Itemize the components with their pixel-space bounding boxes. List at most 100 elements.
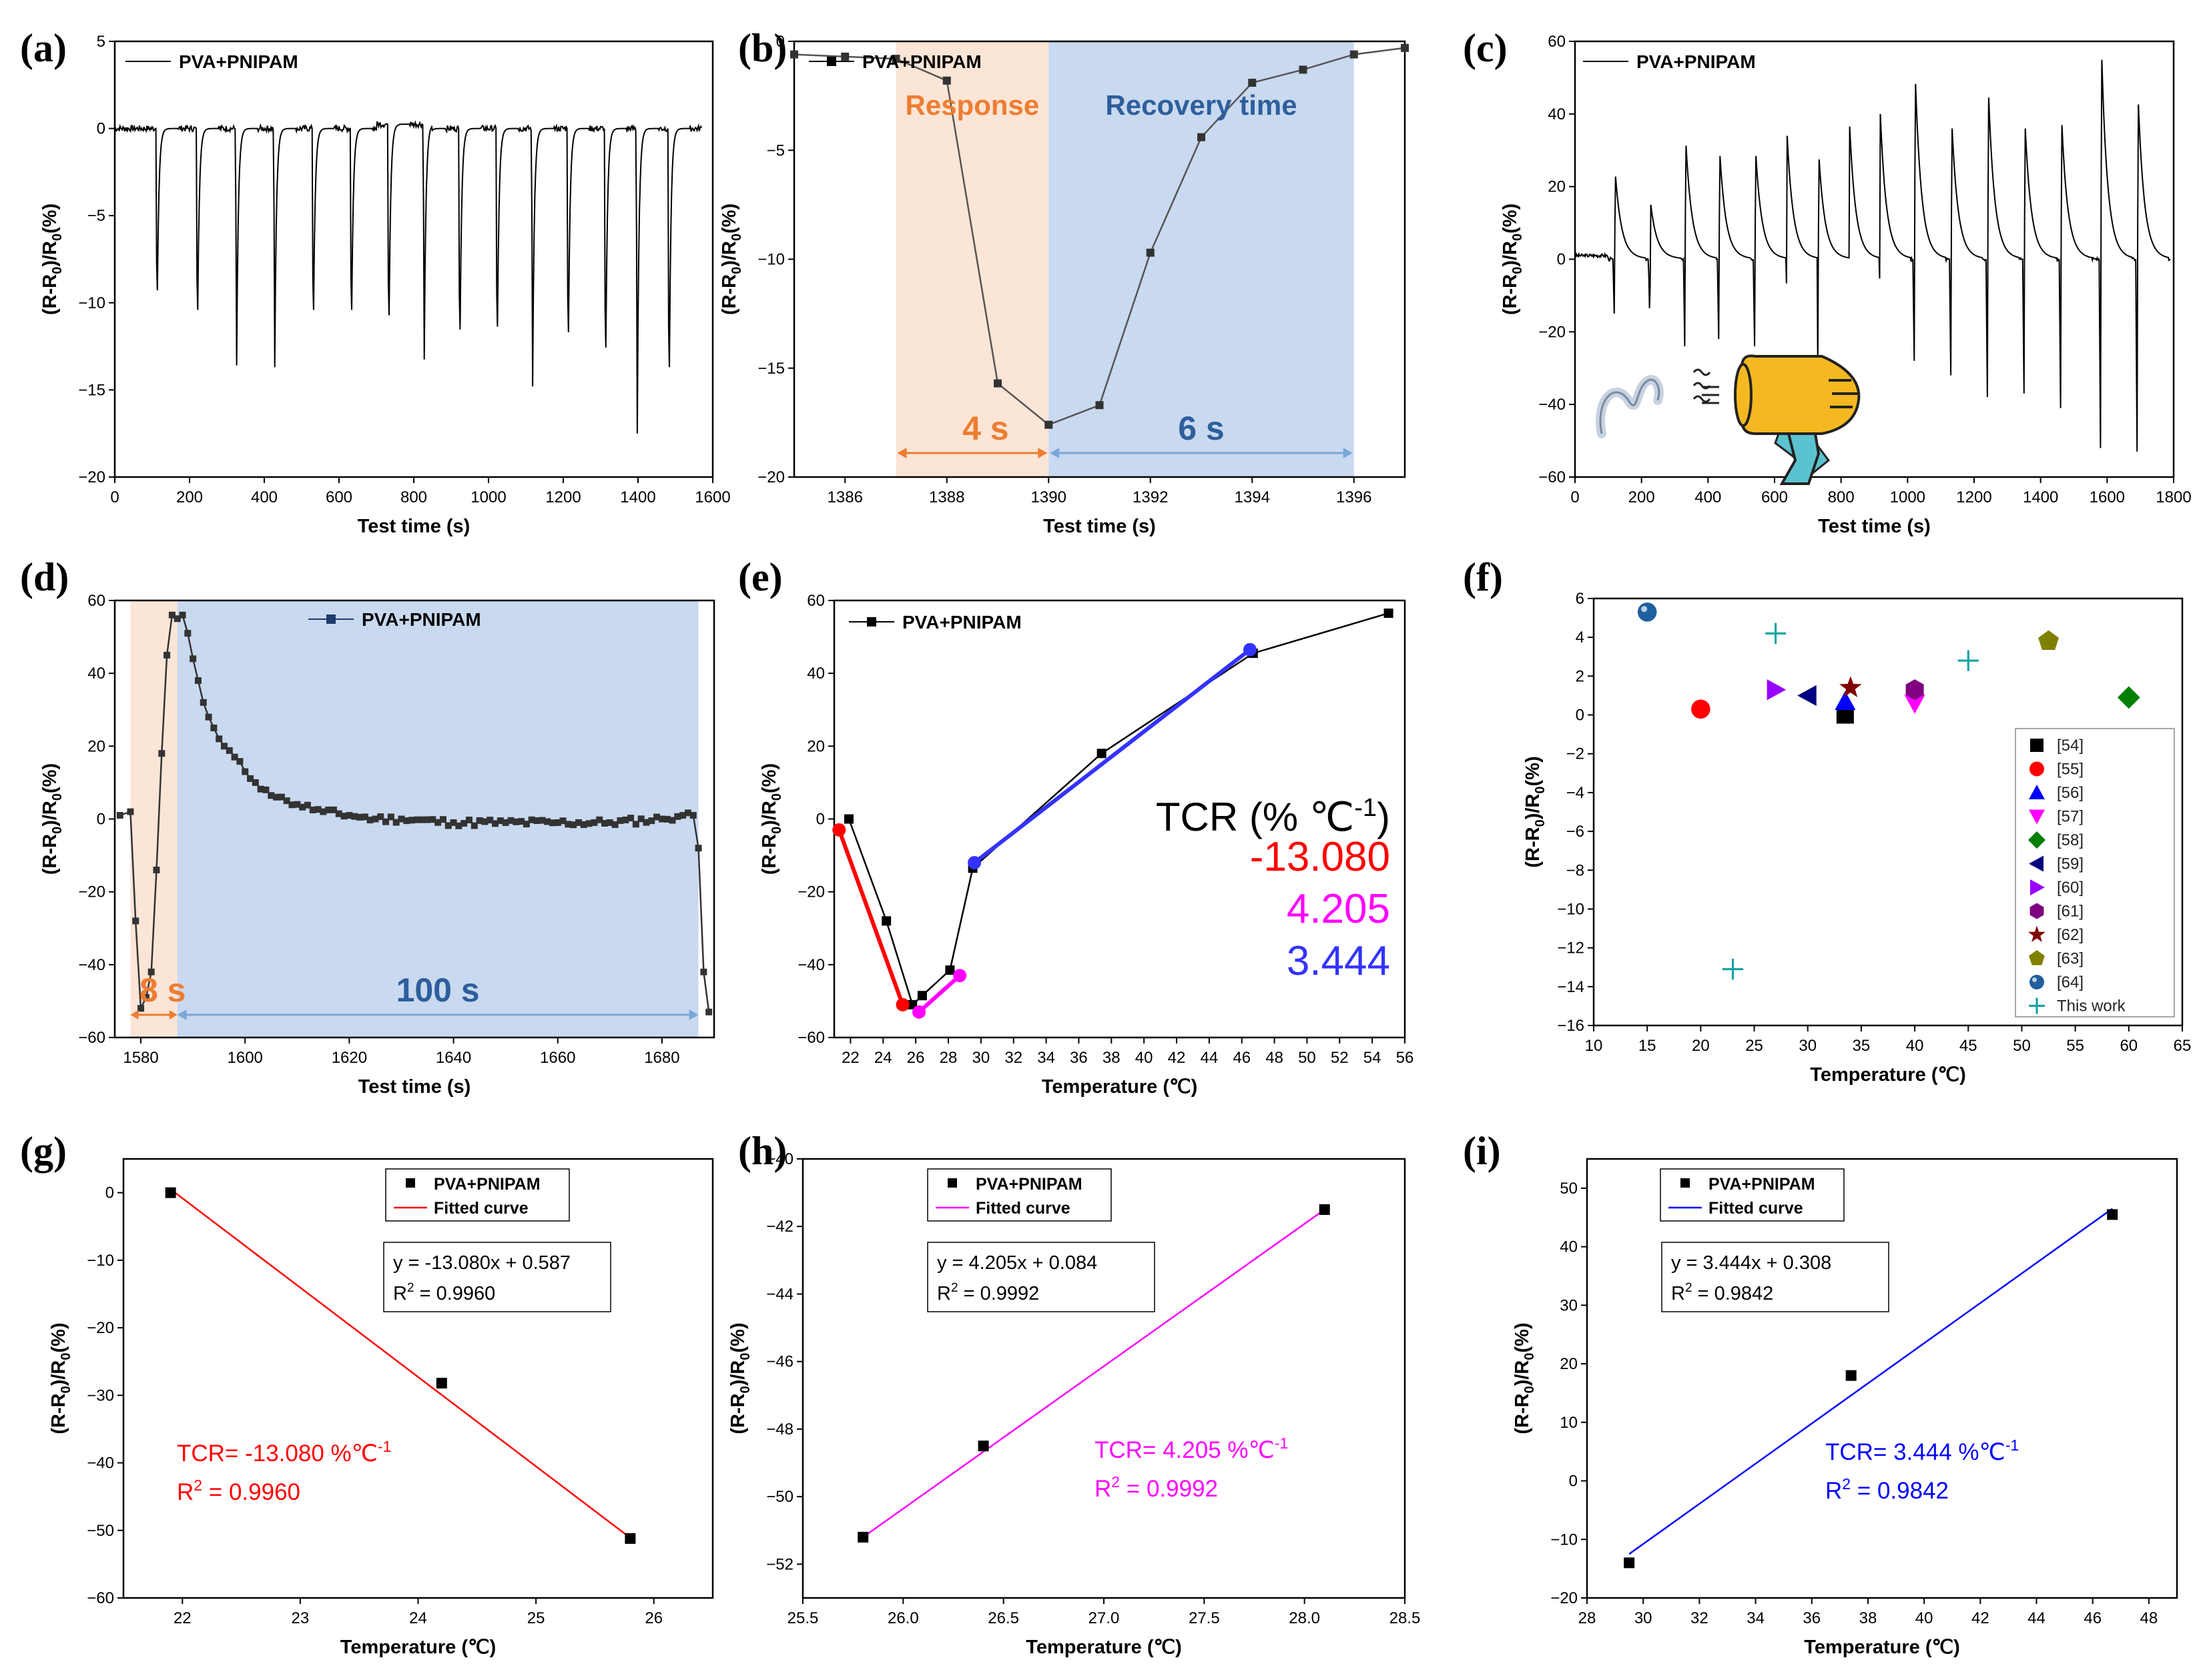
data-point — [1624, 1557, 1635, 1569]
legend-box — [927, 1168, 1112, 1222]
x-tick-label: 800 — [1828, 488, 1855, 506]
y-tick-label: −20 — [1538, 323, 1566, 341]
dryer-vents — [1829, 379, 1857, 408]
x-tick-label: 1392 — [1133, 488, 1168, 506]
marker-plus — [2029, 997, 2045, 1014]
x-tick-label: 46 — [1233, 1049, 1251, 1067]
panel-label: (i) — [1463, 1129, 1501, 1173]
marker-triangle-down — [2029, 809, 2045, 825]
x-tick-label: 400 — [251, 488, 278, 506]
data-point — [632, 821, 639, 828]
panel-e: 22 24 26 28 30 32 34 36 38 40 42 44 46 48 50 52 54 56 −60 −… — [738, 555, 1413, 1098]
data-point — [165, 1187, 176, 1198]
y-label-part: (%) — [759, 763, 780, 793]
plot-frame — [1592, 597, 2184, 1027]
x-tick-label: 1000 — [470, 488, 506, 506]
data-point — [575, 819, 582, 826]
panel-d: 1580 1600 1620 1640 1660 1680 −60 −40 −20 0 20 40 60… — [20, 555, 715, 1098]
panel-a: 0 200 400 600 800 1000 1200 1400 1600 −20 −15 −10 −5… — [20, 26, 731, 537]
data-point — [544, 818, 551, 825]
subscript: 0 — [1533, 819, 1548, 827]
legend-marker — [827, 57, 836, 66]
panel-label: (h) — [738, 1129, 787, 1173]
data-point — [200, 699, 207, 706]
legend-marker — [406, 1178, 415, 1188]
legend-label: Fitted curve — [1708, 1199, 1803, 1218]
y-tick-label: −40 — [766, 1150, 794, 1168]
plot-frame — [802, 1158, 1406, 1599]
y-tick-label: 50 — [1560, 1180, 1578, 1198]
x-tick-label: 48 — [1265, 1049, 1283, 1067]
fit-endpoint — [1243, 643, 1257, 657]
data-point — [643, 819, 650, 826]
y-tick-label: −40 — [78, 956, 105, 974]
legend-marker — [326, 614, 336, 624]
x-tick-label: 20 — [1692, 1037, 1710, 1055]
data-point — [554, 819, 561, 826]
subscript: 0 — [1510, 234, 1525, 241]
y-tick-label: 10 — [1560, 1414, 1578, 1432]
y-axis-label: (R-R0)/R0(%) — [1522, 756, 1548, 867]
y-label-part: (%) — [719, 203, 740, 234]
x-tick-label: 28 — [1578, 1609, 1596, 1627]
data-point — [179, 611, 186, 618]
equation-box — [1661, 1242, 1889, 1312]
x-tick-label: 26 — [907, 1049, 925, 1067]
data-point — [210, 725, 218, 732]
marker-triangle-down — [1904, 695, 1925, 714]
y-tick-label: −15 — [757, 360, 785, 378]
y-tick-label: 0 — [816, 811, 825, 829]
y-tick-label: 2 — [1576, 667, 1584, 685]
y-label-part: )/R — [719, 241, 740, 267]
marker-hexagon — [2029, 903, 2044, 919]
data-point — [674, 813, 681, 820]
panel-label: (g) — [20, 1129, 67, 1173]
x-axis-label: Temperature (℃) — [1042, 1076, 1197, 1098]
fit-endpoint — [912, 1005, 926, 1019]
x-tick-label: 1396 — [1336, 488, 1371, 506]
y-tick-label: −20 — [87, 1319, 114, 1337]
data-point — [497, 817, 504, 825]
data-point — [436, 1378, 447, 1389]
data-point — [304, 801, 311, 809]
data-point — [346, 812, 353, 819]
data-point — [523, 821, 530, 828]
y-label-part: )/R — [759, 801, 780, 827]
data-point — [570, 821, 577, 829]
data-point — [137, 1005, 145, 1012]
fit-equation: y = -13.080x + 0.587 — [393, 1252, 571, 1274]
y-tick-label: −52 — [766, 1555, 794, 1573]
x-tick-label: 65 — [2174, 1037, 2192, 1055]
data-point — [335, 810, 342, 817]
airflow-lines — [1702, 386, 1719, 404]
legend-label: PVA+PNIPAM — [362, 609, 481, 630]
tcr-title: TCR (% ℃-1) — [1156, 794, 1390, 839]
tcr-title-close: ) — [1377, 795, 1390, 839]
x-axis-label: Test time (s) — [1043, 516, 1156, 537]
data-point — [700, 968, 707, 975]
legend-label: PVA+PNIPAM — [434, 1175, 541, 1194]
y-tick-label: −20 — [1550, 1589, 1578, 1607]
data-point — [1095, 401, 1104, 410]
y-tick-label: −20 — [78, 883, 105, 901]
x-tick-label: 200 — [1628, 488, 1655, 506]
data-point — [611, 821, 619, 828]
x-tick-label: 10 — [1585, 1037, 1603, 1055]
data-point — [978, 1440, 989, 1452]
legend-label: [58] — [2057, 831, 2084, 849]
wire-sensor-icon — [1596, 375, 1664, 438]
x-tick-label: 45 — [1959, 1037, 1977, 1055]
data-point — [340, 813, 348, 820]
superscript: 2 — [1111, 1473, 1120, 1491]
x-tick-label: 30 — [1634, 1609, 1652, 1627]
data-point — [585, 820, 593, 827]
panel-b: 1386 1388 1390 1392 1394 1396 −20 −15 −10 −5 0 Test… — [719, 26, 1409, 537]
data-point — [242, 768, 249, 775]
legend-label: [55] — [2057, 761, 2084, 779]
x-tick-label: 27.0 — [1088, 1609, 1120, 1627]
marker-triangle-up — [1835, 691, 1856, 711]
r2-value: = 0.9960 — [414, 1283, 496, 1304]
marker-sphere-highlight — [2032, 977, 2037, 982]
y-tick-label: 0 — [776, 33, 785, 51]
